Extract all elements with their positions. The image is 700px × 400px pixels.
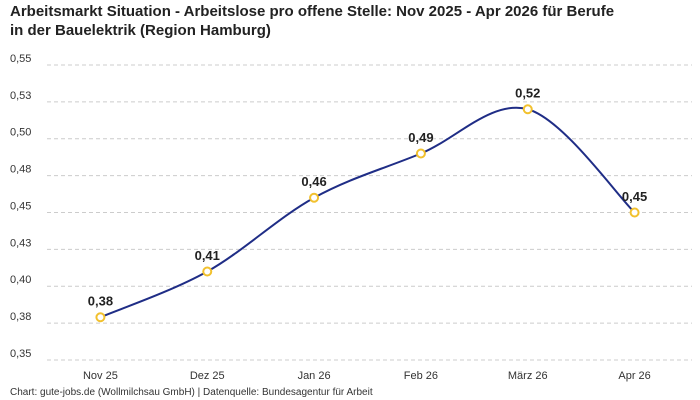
y-tick-label: 0,35	[10, 348, 31, 360]
chart: 0,35 0,38 0,40 0,43 0,45 0,48 0,50 0,53 0,55 Nov …	[10, 53, 692, 382]
value-label: 0,46	[301, 174, 326, 189]
marker	[95, 312, 106, 323]
y-tick-label: 0,48	[10, 164, 31, 176]
x-tick-label: Dez 25	[190, 370, 225, 382]
y-tick-label: 0,45	[10, 200, 31, 212]
x-tick-label: Jan 26	[298, 370, 331, 382]
y-tick-label: 0,40	[10, 274, 31, 286]
marker	[629, 207, 640, 218]
marker	[309, 192, 320, 203]
marker	[202, 266, 213, 277]
marker	[522, 104, 533, 115]
marker	[415, 148, 426, 159]
value-label: 0,45	[622, 189, 647, 204]
value-label: 0,38	[88, 294, 113, 309]
value-label: 0,41	[195, 248, 220, 263]
chart-title: Arbeitsmarkt Situation - Arbeitslose pro…	[10, 3, 615, 39]
line	[100, 106, 636, 319]
y-tick-label: 0,43	[10, 237, 31, 249]
y-tick-label: 0,55	[10, 53, 31, 65]
x-tick-label: März 26	[508, 370, 548, 382]
value-label: 0,49	[408, 130, 433, 145]
x-tick-label: Feb 26	[404, 370, 438, 382]
y-tick-label: 0,50	[10, 127, 31, 139]
y-tick-label: 0,53	[10, 90, 31, 102]
footer: Chart: gute-jobs.de (Wollmilchsau GmbH) …	[10, 387, 373, 398]
x-tick-label: Apr 26	[618, 370, 650, 382]
y-tick-label: 0,38	[10, 311, 31, 323]
x-tick-label: Nov 25	[83, 370, 118, 382]
value-label: 0,52	[515, 86, 540, 101]
